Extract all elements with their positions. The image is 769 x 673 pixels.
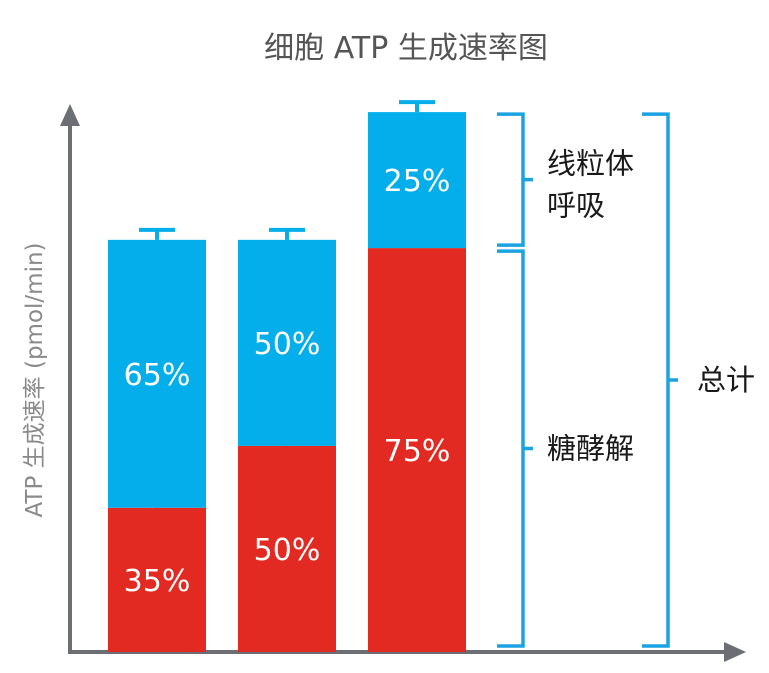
- y-axis-label: ATP 生成速率 (pmol/min): [22, 242, 48, 517]
- data-label: 50%: [254, 327, 321, 362]
- error-bar: [269, 227, 305, 240]
- y-axis-arrow: [60, 104, 80, 126]
- data-label: 25%: [384, 164, 451, 199]
- bars-layer: 35% 65% 50% 50% 75% 25%: [108, 100, 466, 652]
- bar-segment-glycolysis: [238, 445, 336, 652]
- bracket-total: [642, 112, 678, 648]
- chart-title: 细胞 ATP 生成速率图: [264, 31, 548, 66]
- bracket-glycolysis: [497, 249, 533, 648]
- label-mitochondrial-line1: 线粒体: [547, 147, 634, 181]
- data-label: 35%: [124, 564, 191, 599]
- data-label: 50%: [254, 533, 321, 568]
- label-glycolysis: 糖酵解: [547, 432, 634, 466]
- bracket-mitochondrial: [497, 112, 533, 247]
- bar-segment-mitochondrial: [368, 112, 466, 249]
- bar-segment-glycolysis: [108, 507, 206, 652]
- label-mitochondrial-line2: 呼吸: [547, 189, 605, 223]
- error-bar: [139, 227, 175, 240]
- bar-segment-mitochondrial: [238, 239, 336, 446]
- data-label: 65%: [124, 358, 191, 393]
- x-axis-arrow: [724, 642, 746, 662]
- data-label: 75%: [384, 434, 451, 469]
- bar-segment-mitochondrial: [108, 239, 206, 508]
- error-bar: [399, 100, 435, 113]
- bar-segment-glycolysis: [368, 248, 466, 652]
- label-total: 总计: [697, 363, 755, 397]
